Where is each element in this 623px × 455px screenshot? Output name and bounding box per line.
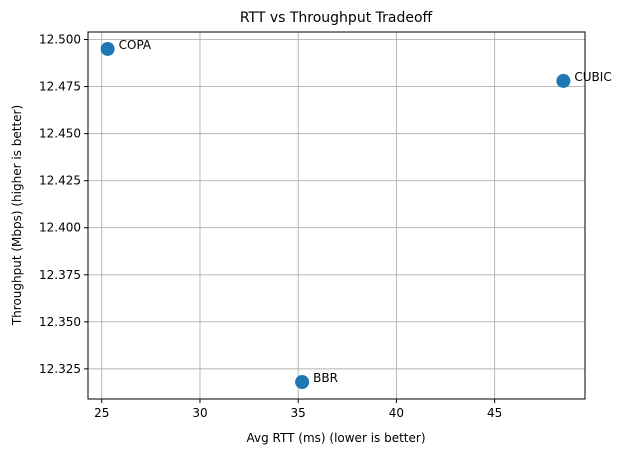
point-label-copa: COPA [119, 38, 152, 52]
grid-layer [88, 32, 585, 399]
data-point-bbr [295, 375, 310, 390]
plot-frame [87, 31, 586, 400]
point-layer: COPA CUBIC BBR [100, 38, 612, 390]
y-tick-label: 12.425 [39, 174, 81, 188]
tick-layer: 25 30 35 40 45 12.325 12.350 12.375 12.400 12.425… [39, 33, 502, 420]
y-tick-label: 12.350 [39, 315, 81, 329]
y-tick-label: 12.475 [39, 80, 81, 94]
data-point-cubic [556, 73, 571, 88]
y-tick-label: 12.325 [39, 362, 81, 376]
point-label-bbr: BBR [313, 371, 338, 385]
x-tick-label: 25 [94, 406, 109, 420]
x-tick-label: 35 [291, 406, 306, 420]
x-tick-label: 30 [192, 406, 207, 420]
x-tick-label: 45 [487, 406, 502, 420]
x-tick-label: 40 [389, 406, 404, 420]
y-tick-label: 12.375 [39, 268, 81, 282]
x-axis-label: Avg RTT (ms) (lower is better) [247, 431, 426, 445]
data-point-copa [100, 41, 115, 56]
y-tick-label: 12.500 [39, 33, 81, 47]
y-tick-label: 12.400 [39, 221, 81, 235]
point-label-cubic: CUBIC [574, 70, 611, 84]
y-axis-label: Throughput (Mbps) (higher is better) [10, 105, 24, 326]
chart-title: RTT vs Throughput Tradeoff [240, 10, 433, 26]
y-tick-label: 12.450 [39, 127, 81, 141]
